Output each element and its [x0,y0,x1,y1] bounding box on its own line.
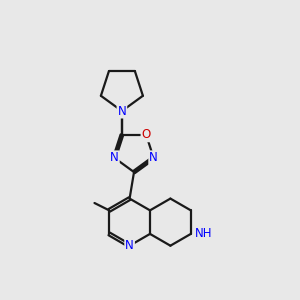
Text: N: N [110,151,119,164]
Text: N: N [125,239,134,252]
Text: O: O [142,128,151,141]
Text: NH: NH [195,227,213,240]
Text: N: N [118,104,126,118]
Text: N: N [149,151,158,164]
